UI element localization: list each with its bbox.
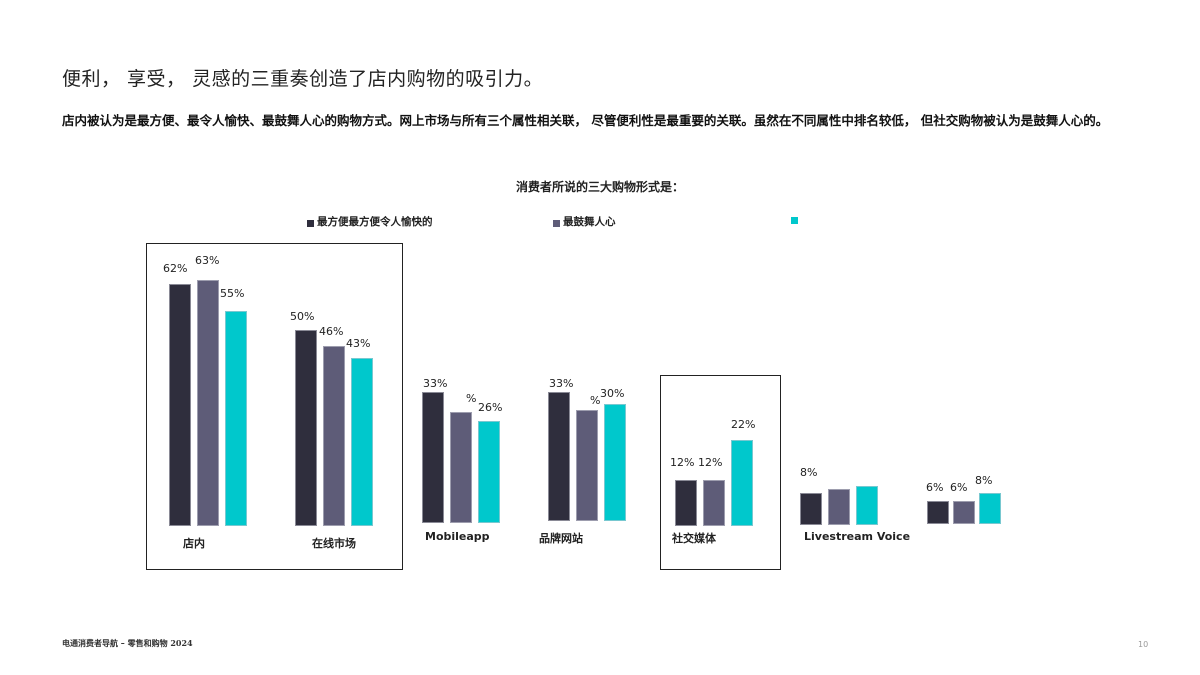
category-label: 品牌网站 — [539, 532, 583, 545]
slide-description: 店内被认为是最方便、最令人愉快、最鼓舞人心的购物方式。网上市场与所有三个属性相关… — [62, 113, 1109, 128]
bar-7-series-2 — [953, 501, 975, 524]
bar-value-label: 62% — [163, 262, 188, 275]
bar-1-series-1 — [169, 284, 191, 526]
bar-value-label: 33% — [423, 377, 448, 390]
bar-value-label: 33% — [549, 377, 574, 390]
legend-swatch-icon — [553, 219, 560, 227]
bar-4-series-2 — [576, 410, 598, 521]
bar-1-series-3 — [225, 311, 247, 526]
bar-6-series-2 — [828, 489, 850, 525]
bar-value-label: 12% — [698, 456, 723, 469]
category-label: 店内 — [183, 537, 205, 550]
bar-value-label: 63% — [195, 254, 220, 267]
footer-source: 电通消费者导航 – 零售和购物 2024 — [62, 638, 193, 648]
bar-3-series-2 — [450, 412, 472, 523]
legend-item-series2: 最鼓舞人心 — [553, 214, 616, 229]
bar-3-series-1 — [422, 392, 444, 523]
category-label: 社交媒体 — [672, 532, 716, 545]
bar-7-series-3 — [979, 493, 1001, 524]
page-number: 10 — [1138, 640, 1149, 649]
chart-title: 消费者所说的三大购物形式是： — [515, 180, 684, 194]
bar-value-label: 50% — [290, 310, 315, 323]
category-label: Livestream Voice — [804, 530, 911, 543]
bar-value-label: 12% — [670, 456, 695, 469]
bar-2-series-1 — [295, 330, 317, 526]
bar-value-label: 22% — [731, 418, 756, 431]
bar-4-series-3 — [604, 404, 626, 521]
bar-value-label: 43% — [346, 337, 371, 350]
bar-6-series-1 — [800, 493, 822, 525]
highlight-box-instore-online — [146, 243, 403, 570]
bar-value-label: 6% — [926, 481, 944, 494]
bar-2-series-2 — [323, 346, 345, 526]
bar-value-label: 30% — [600, 387, 625, 400]
bar-5-series-2 — [703, 480, 725, 526]
legend-item-series1: 最方便最方便令人愉快的 — [307, 214, 433, 229]
highlight-box-social — [660, 375, 781, 570]
bar-5-series-3 — [731, 440, 753, 526]
bar-value-label: % — [466, 392, 477, 405]
bar-7-series-1 — [927, 501, 949, 524]
category-label: Mobileapp — [425, 530, 490, 543]
bar-1-series-2 — [197, 280, 219, 526]
slide-title: 便利， 享受， 灵感的三重奏创造了店内购物的吸引力。 — [62, 68, 544, 90]
bar-value-label: 55% — [220, 287, 245, 300]
bar-6-series-3 — [856, 486, 878, 525]
bar-value-label: 26% — [478, 401, 503, 414]
bar-value-label: 8% — [975, 474, 993, 487]
bar-2-series-3 — [351, 358, 373, 526]
legend-item-series3 — [791, 214, 801, 224]
legend-swatch-icon — [791, 217, 798, 224]
legend-label: 最方便最方便令人愉快的 — [317, 216, 433, 228]
bar-3-series-3 — [478, 421, 500, 523]
bar-value-label: % — [590, 394, 601, 407]
bar-value-label: 8% — [800, 466, 818, 479]
bar-5-series-1 — [675, 480, 697, 526]
bar-value-label: 46% — [319, 325, 344, 338]
bar-value-label: 6% — [950, 481, 968, 494]
legend-swatch-icon — [307, 219, 314, 227]
category-label: 在线市场 — [312, 537, 356, 550]
bar-4-series-1 — [548, 392, 570, 521]
legend-label: 最鼓舞人心 — [563, 216, 616, 228]
